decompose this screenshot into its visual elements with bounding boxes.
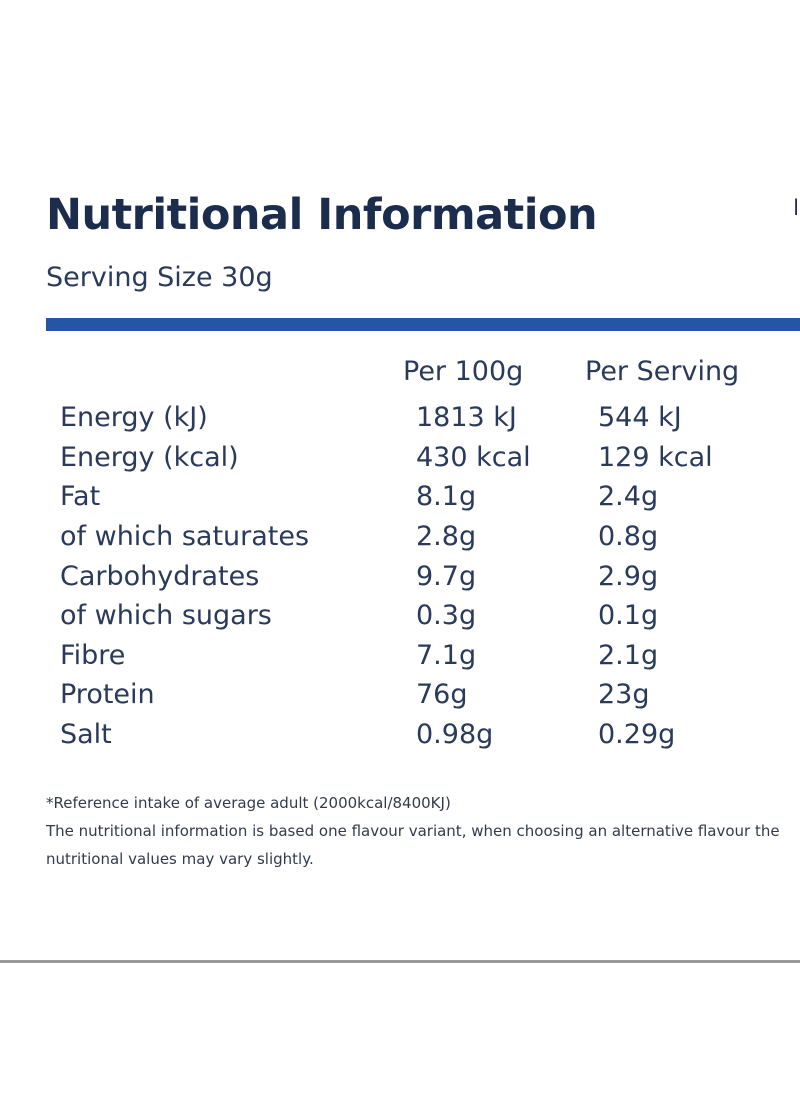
table-row: Salt 0.98g 0.29g [0, 719, 800, 759]
value-per-100g: 2.8g [416, 521, 477, 552]
nutrient-name: Protein [60, 679, 155, 710]
cropped-edge-glyph: I [793, 196, 797, 220]
variant-disclaimer-line-1: The nutritional information is based one… [46, 822, 780, 840]
nutrient-name: Energy (kcal) [60, 442, 239, 473]
nutrient-name: Fat [60, 481, 101, 512]
nutrient-name: Salt [60, 719, 112, 750]
value-per-serving: 23g [598, 679, 650, 710]
value-per-100g: 8.1g [416, 481, 477, 512]
table-row: Energy (kJ) 1813 kJ 544 kJ [0, 402, 800, 442]
nutrient-name: of which sugars [60, 600, 272, 631]
value-per-serving: 544 kJ [598, 402, 682, 433]
table-row: of which saturates 2.8g 0.8g [0, 521, 800, 561]
nutrient-name: Fibre [60, 640, 126, 671]
value-per-100g: 7.1g [416, 640, 477, 671]
value-per-serving: 0.29g [598, 719, 676, 750]
table-row: Fat 8.1g 2.4g [0, 481, 800, 521]
accent-bar [46, 318, 800, 331]
value-per-serving: 2.9g [598, 561, 659, 592]
serving-size: Serving Size 30g [46, 262, 273, 293]
bottom-divider [0, 960, 800, 963]
nutrient-name: of which saturates [60, 521, 310, 552]
value-per-100g: 0.98g [416, 719, 494, 750]
column-header-per-100g: Per 100g [403, 356, 524, 387]
page-title: Nutritional Information [46, 190, 598, 240]
value-per-serving: 129 kcal [598, 442, 713, 473]
table-row: Protein 76g 23g [0, 679, 800, 719]
nutrient-name: Energy (kJ) [60, 402, 208, 433]
table-row: Carbohydrates 9.7g 2.9g [0, 561, 800, 601]
variant-disclaimer-line-2: nutritional values may vary slightly. [46, 850, 314, 868]
value-per-100g: 0.3g [416, 600, 477, 631]
reference-intake-note: *Reference intake of average adult (2000… [46, 794, 451, 812]
value-per-serving: 2.1g [598, 640, 659, 671]
column-header-per-serving: Per Serving [585, 356, 740, 387]
value-per-100g: 76g [416, 679, 468, 710]
table-row: Fibre 7.1g 2.1g [0, 640, 800, 680]
value-per-100g: 430 kcal [416, 442, 531, 473]
value-per-serving: 0.1g [598, 600, 659, 631]
nutrient-name: Carbohydrates [60, 561, 260, 592]
value-per-100g: 9.7g [416, 561, 477, 592]
table-row: Energy (kcal) 430 kcal 129 kcal [0, 442, 800, 482]
value-per-serving: 0.8g [598, 521, 659, 552]
table-row: of which sugars 0.3g 0.1g [0, 600, 800, 640]
value-per-100g: 1813 kJ [416, 402, 517, 433]
value-per-serving: 2.4g [598, 481, 659, 512]
